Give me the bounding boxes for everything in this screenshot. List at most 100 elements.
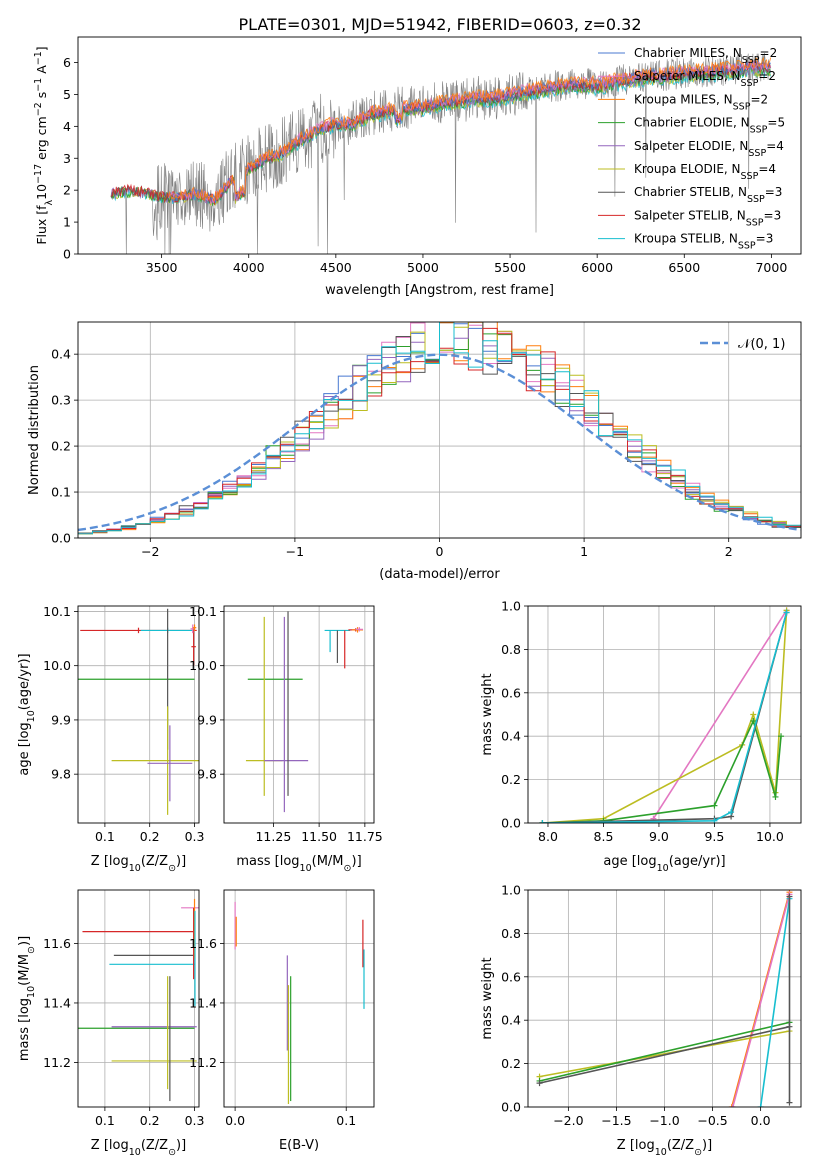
axes-frame <box>77 605 200 824</box>
series-line <box>652 609 788 820</box>
x-tick-label: −0.5 <box>697 1113 727 1128</box>
y-tick-label: 0.2 <box>501 772 521 787</box>
y-tick-label: 1 <box>63 215 71 230</box>
axes-frame <box>77 889 200 1108</box>
data-point-marker <box>728 1104 735 1107</box>
residual-histogram-panel: −2 −1 0 1 2 0.0 0.1 0.2 0.3 0.4 (data-model)/error… <box>27 321 802 582</box>
series-line <box>539 1030 790 1078</box>
x-tick-label: 2 <box>725 544 733 559</box>
mass-vs-extinction-panel: 0.0 0.1 11.2 11.4 11.6 E(B-V) <box>189 889 375 1153</box>
series-line <box>539 1021 790 1082</box>
axis-label: Z [log10(Z/Z⊙)] <box>91 1138 186 1158</box>
x-tick-label: 8.0 <box>538 829 558 844</box>
axis-label: Flux [fλ10−17 erg cm−2 s−1 A−1] <box>33 46 55 244</box>
x-tick-label: 4500 <box>320 260 352 275</box>
legend-label: Kroupa MILES, NSSP=2 <box>634 92 768 112</box>
model-spectrum-line <box>110 61 772 204</box>
x-tick-label: 11.50 <box>301 829 337 844</box>
x-tick-label: 0.1 <box>336 1113 356 1128</box>
normal-distribution-curve <box>78 353 801 532</box>
x-tick-label: 0.1 <box>95 829 115 844</box>
data-point-marker <box>786 893 793 900</box>
series-line <box>539 1025 790 1084</box>
plot-area <box>78 322 801 535</box>
figure-title: PLATE=0301, MJD=51942, FIBERID=0603, z=0… <box>238 15 641 34</box>
axis-label: age [log10(age/yr)] <box>17 653 37 775</box>
series-line <box>732 894 791 1107</box>
y-tick-label: 10.0 <box>43 658 71 673</box>
y-tick-label: 1.0 <box>501 599 521 614</box>
y-tick-label: 0.4 <box>501 1013 521 1028</box>
axis-label: mass [log10(M/M⊙)] <box>17 936 37 1061</box>
y-tick-label: 0.3 <box>51 393 71 408</box>
y-tick-label: 9.9 <box>51 712 71 727</box>
x-tick-label: 7000 <box>755 260 787 275</box>
axis-label: Z [log10(Z/Z⊙)] <box>91 854 186 874</box>
y-tick-label: 0.6 <box>501 969 521 984</box>
model-spectrum-line <box>110 67 772 204</box>
axes-frame <box>223 889 375 1108</box>
axis-label: age [log10(age/yr)] <box>603 854 725 874</box>
model-spectrum-line <box>110 64 772 204</box>
x-tick-label: 6000 <box>581 260 613 275</box>
data-point-marker <box>729 1104 736 1107</box>
x-tick-label: −1.0 <box>649 1113 679 1128</box>
plot-area <box>110 52 772 254</box>
data-point-marker <box>728 809 735 816</box>
mass-vs-metallicity-panel: 0.1 0.2 0.3 11.2 11.4 11.6 Z [log10(Z/Z⊙)] mass… <box>17 889 205 1158</box>
data-point-marker <box>772 793 779 800</box>
y-tick-label: 0.2 <box>501 1056 521 1071</box>
axis-label: wavelength [Angstrom, rest frame] <box>325 283 554 298</box>
x-tick-label: 0.1 <box>95 1113 115 1128</box>
y-tick-label: 9.8 <box>51 767 71 782</box>
x-tick-label: 9.5 <box>704 829 724 844</box>
data-point-marker <box>750 711 757 718</box>
series-line <box>542 612 788 823</box>
x-tick-label: 0 <box>436 544 444 559</box>
axis-label: Normed distribution <box>27 365 42 495</box>
y-tick-label: 0.0 <box>501 816 521 831</box>
axes-frame <box>527 605 802 824</box>
y-tick-label: 0.1 <box>51 485 71 500</box>
axis-label: mass [log10(M/M⊙)] <box>236 854 361 874</box>
data-point-marker <box>750 718 757 725</box>
axis-label: (data-model)/error <box>379 567 500 582</box>
y-tick-label: 0.4 <box>51 347 71 362</box>
plot-area <box>78 898 199 1102</box>
y-tick-label: 11.6 <box>43 936 71 951</box>
x-tick-label: 0.3 <box>185 1113 205 1128</box>
y-tick-label: 0.6 <box>501 685 521 700</box>
x-tick-label: 4000 <box>233 260 265 275</box>
y-tick-label: 2 <box>63 183 71 198</box>
y-tick-label: 5 <box>63 87 71 102</box>
y-tick-label: 3 <box>63 151 71 166</box>
mass-weight-vs-metallicity-panel: −2.0 −1.5 −1.0 −0.5 0.0 0.0 0.2 0.4 0.6 0.8 1.0 Z [… <box>480 883 802 1158</box>
y-tick-label: 0 <box>63 247 71 262</box>
x-tick-label: 0.2 <box>140 1113 160 1128</box>
y-tick-label: 9.9 <box>197 712 217 727</box>
data-point-marker <box>757 1104 764 1107</box>
y-tick-label: 0.4 <box>501 729 521 744</box>
x-tick-label: 0.3 <box>185 829 205 844</box>
axes-frame <box>527 889 802 1108</box>
data-point-marker <box>783 609 790 616</box>
series-line <box>542 610 788 823</box>
plot-area <box>536 890 793 1107</box>
y-tick-label: 10.1 <box>189 604 217 619</box>
legend-label: Kroupa ELODIE, NSSP=4 <box>634 162 776 182</box>
data-point-marker <box>778 733 785 740</box>
y-tick-label: 10.0 <box>189 658 217 673</box>
data-point-marker <box>536 1080 543 1087</box>
legend-label: 𝒩(0, 1) <box>738 337 785 352</box>
x-tick-label: 0.0 <box>751 1113 771 1128</box>
x-tick-label: −1 <box>286 544 304 559</box>
x-tick-label: 8.5 <box>594 829 614 844</box>
legend-label: Chabrier STELIB, NSSP=3 <box>634 185 782 205</box>
axes-frame <box>77 36 802 255</box>
model-spectrum-line <box>168 56 772 201</box>
age-vs-mass-panel: 11.25 11.50 11.75 9.8 9.9 10.0 10.1 mass [log10… <box>189 604 383 874</box>
y-tick-label: 11.6 <box>189 936 217 951</box>
axis-label: Z [log10(Z/Z⊙)] <box>617 1138 712 1158</box>
y-tick-label: 0.0 <box>501 1100 521 1115</box>
